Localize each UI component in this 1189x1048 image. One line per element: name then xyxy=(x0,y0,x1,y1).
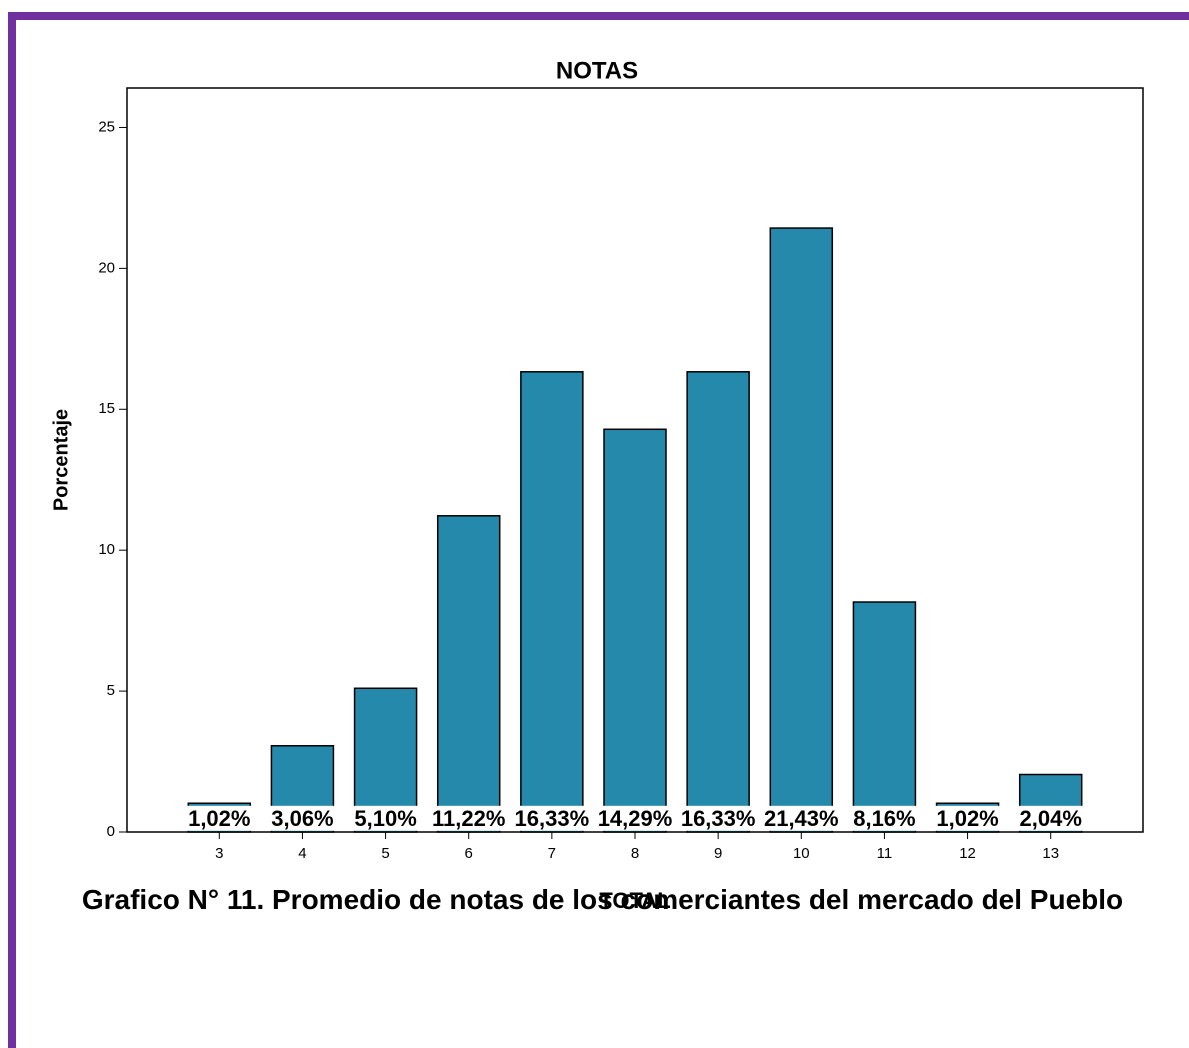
y-tick-label: 0 xyxy=(107,823,115,840)
x-tick-label: 9 xyxy=(714,845,722,862)
x-tick-label: 8 xyxy=(631,845,639,862)
border-top xyxy=(8,12,1189,20)
value-label-bg xyxy=(512,805,592,831)
value-label: 14,29% xyxy=(598,806,673,831)
value-label-bg xyxy=(595,805,675,831)
y-tick-label: 25 xyxy=(98,118,115,135)
caption: Grafico N° 11. Promedio de notas de los … xyxy=(81,884,1124,915)
value-label-bg xyxy=(851,805,918,831)
value-label-bg xyxy=(269,805,336,831)
y-tick-label: 10 xyxy=(98,541,115,558)
value-label: 1,02% xyxy=(936,806,998,831)
value-label-bg xyxy=(761,805,841,831)
y-tick-label: 15 xyxy=(98,400,115,417)
value-label: 16,33% xyxy=(515,806,590,831)
x-tick-label: 12 xyxy=(959,845,976,862)
x-tick-label: 10 xyxy=(793,845,810,862)
value-label: 21,43% xyxy=(764,806,839,831)
x-tick-label: 11 xyxy=(877,845,893,862)
bar xyxy=(769,227,834,833)
y-tick-label: 5 xyxy=(107,682,115,699)
value-label: 3,06% xyxy=(271,806,333,831)
value-label: 2,04% xyxy=(1020,806,1082,831)
bar xyxy=(603,428,667,833)
value-label-bg xyxy=(934,805,1001,831)
bar xyxy=(686,371,750,833)
x-tick-label: 6 xyxy=(465,845,473,862)
value-label: 1,02% xyxy=(188,806,250,831)
value-label-bg xyxy=(1017,805,1084,831)
value-label: 16,33% xyxy=(681,806,756,831)
x-tick-label: 3 xyxy=(215,845,223,862)
x-tick-label: 13 xyxy=(1042,845,1059,862)
bar xyxy=(436,515,501,833)
value-label: 11,22% xyxy=(432,806,505,831)
value-label: 5,10% xyxy=(354,806,416,831)
x-axis-label: TOTAL xyxy=(599,888,670,913)
border-left xyxy=(8,12,16,1048)
bar xyxy=(852,601,917,833)
value-label-bg xyxy=(352,805,419,831)
x-tick-label: 5 xyxy=(381,845,389,862)
value-label-bg xyxy=(678,805,758,831)
chart-title: NOTAS xyxy=(556,57,638,84)
x-tick-label: 4 xyxy=(298,845,306,862)
value-label: 8,16% xyxy=(853,806,915,831)
value-label-bg xyxy=(186,805,253,831)
x-tick-label: 7 xyxy=(548,845,556,862)
y-tick-label: 20 xyxy=(98,259,115,276)
y-axis-label: Porcentaje xyxy=(50,409,72,511)
value-label-bg xyxy=(430,805,508,831)
bar xyxy=(520,371,584,833)
